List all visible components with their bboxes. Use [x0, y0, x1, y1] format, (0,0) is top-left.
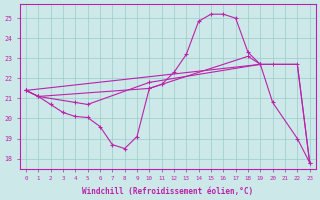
X-axis label: Windchill (Refroidissement éolien,°C): Windchill (Refroidissement éolien,°C) [82, 187, 253, 196]
